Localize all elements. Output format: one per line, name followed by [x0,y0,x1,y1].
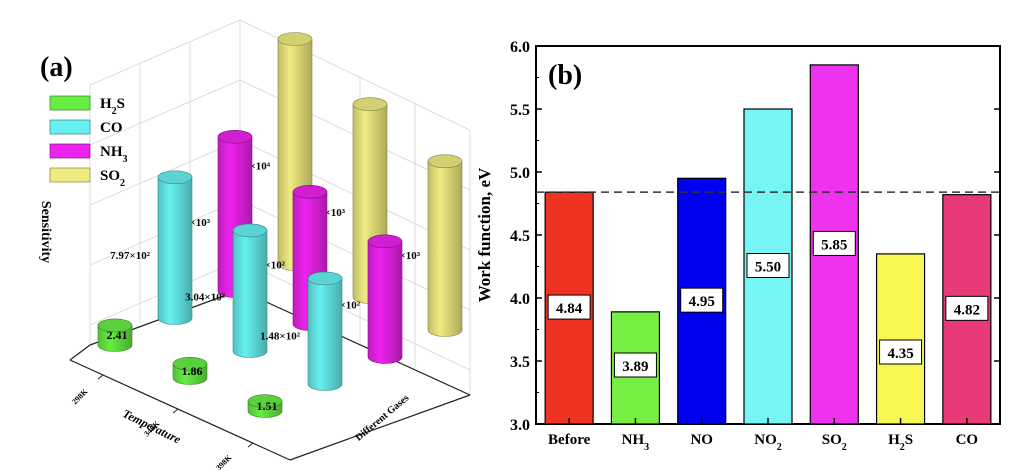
bar-top [247,394,283,409]
bar-top [157,170,193,185]
bar-top [232,223,268,238]
y-axis-title: Different Gases [354,393,412,444]
bar-value-label: 1.51 [257,399,278,413]
legend-label-H2S: H2S [100,96,125,117]
y-axis-title: Work function, eV [475,167,494,302]
bar-top [307,271,343,286]
value-label-box [812,230,856,256]
value-label-box [613,352,657,378]
bar-top [292,185,328,199]
value-label: 3.89 [622,359,648,375]
y-tick-label: 5.0 [510,165,530,182]
x-tick-label: H2S [888,432,913,453]
value-label-box [547,294,591,320]
bar-body [367,241,403,364]
bar-value-label: 1.86 [182,364,203,378]
y-tick-label: 3.5 [510,354,530,371]
temperature-tick-label: 398K [214,453,234,470]
y-tick-label: 4.0 [510,291,530,308]
value-label: 4.82 [954,302,980,318]
panel-a-label: (a) [40,52,73,83]
bar-value-label: 7.97×10² [110,250,151,262]
x-tick-label: NH3 [622,432,650,453]
temperature-ticks [97,374,254,448]
x-tick-label: SO2 [822,432,847,453]
y-tick-label: 5.5 [510,102,530,119]
bar-top [217,129,253,144]
value-label-box [680,287,724,313]
value-label-box [945,295,989,321]
bar-top [367,234,403,249]
bar-body [427,160,463,337]
bar-body [307,278,343,391]
legend: H2S CO NH3 SO2 [49,95,128,189]
bar-3d-H2S-298K: 2.41 [97,318,133,352]
y-tick-label: 4.5 [510,228,530,245]
bar-body [157,176,193,325]
bar-top [352,97,388,111]
x-tick-label: CO [956,432,979,448]
legend-swatch-H2S [49,95,91,111]
bar-body [232,230,268,358]
legend-label-NH3: NH3 [100,144,128,165]
value-label: 4.35 [887,346,913,362]
value-label-box [879,339,923,365]
bar-value-label: 1.48×10² [260,331,301,343]
bar-3d-H2S-348K: 1.86 [172,357,208,385]
bar-3d-CO-398K: 1.48×10² [260,271,343,391]
value-label-box [746,253,790,278]
bar-value-label: 2.41 [107,328,128,342]
legend-label-CO: CO [100,120,123,136]
bar-value-label: 3.04×10² [185,291,226,303]
y-tick-label: 3.0 [510,417,530,434]
bar-body [97,325,133,352]
temperature-tick-label: 298K [70,387,90,407]
legend-label-SO2: SO2 [100,168,125,189]
z-axis-title: Sensitivity [38,201,53,263]
bar-top [277,32,313,46]
bar-top [427,154,463,169]
x-tick-label: Before [548,432,591,448]
bar-H2S [875,253,926,425]
bar-3d-CO-348K: 3.04×10² [185,223,268,358]
value-label: 4.95 [689,294,715,310]
value-label: 4.84 [556,301,583,317]
panel-b-label: (b) [548,60,582,91]
x-tick-label: NO [690,432,713,448]
bar-3d-H2S-398K: 1.51 [247,394,283,418]
bar-top [97,318,133,333]
value-label: 5.50 [755,260,781,276]
legend-swatch-NH3 [49,143,91,159]
x-tick-label: NO2 [754,432,782,453]
legend-swatch-SO2 [49,167,91,183]
bar-top [172,357,208,371]
panel-b: 3.0 3.5 4.0 4.5 5.0 5.5 6.0 Work function, eV (b… [475,39,1001,453]
y-tick-label: 6.0 [510,39,530,56]
legend-swatch-CO [49,119,91,135]
value-label: 5.85 [821,237,847,253]
bar-3d-CO-298K: 7.97×10² [110,170,193,325]
bar-3d-NH3-398K: 2.40×10² [320,234,403,364]
